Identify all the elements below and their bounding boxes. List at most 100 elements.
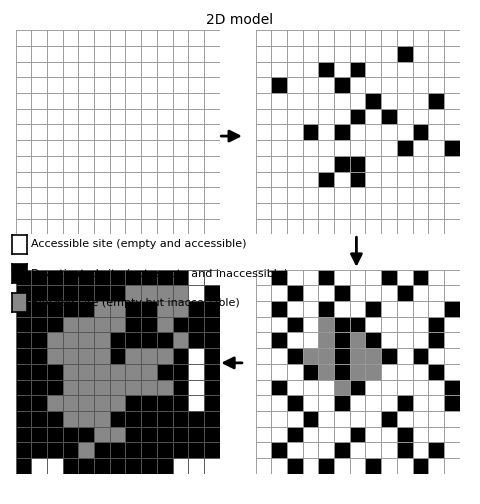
Bar — [412, 140, 428, 156]
Bar — [287, 411, 303, 427]
Bar — [271, 77, 287, 93]
Bar — [172, 427, 188, 443]
Bar — [31, 171, 47, 187]
Bar — [15, 140, 31, 156]
Bar — [412, 301, 428, 317]
Bar — [255, 140, 271, 156]
Bar — [412, 171, 428, 187]
Bar — [412, 443, 428, 458]
Bar — [381, 380, 397, 395]
Bar — [94, 285, 110, 301]
Bar — [157, 30, 172, 46]
Bar — [365, 364, 381, 380]
Bar — [365, 109, 381, 124]
Bar — [141, 285, 157, 301]
Bar — [287, 443, 303, 458]
Bar — [188, 140, 204, 156]
Bar — [47, 109, 63, 124]
Bar — [157, 203, 172, 219]
Bar — [365, 171, 381, 187]
Bar — [255, 171, 271, 187]
Bar — [204, 109, 220, 124]
Bar — [381, 348, 397, 364]
Bar — [255, 443, 271, 458]
Bar — [428, 443, 444, 458]
Bar — [110, 61, 125, 77]
Bar — [157, 458, 172, 474]
Bar — [255, 203, 271, 219]
Bar — [15, 219, 31, 234]
Bar — [271, 171, 287, 187]
Bar — [141, 124, 157, 140]
Bar — [94, 203, 110, 219]
Bar — [444, 380, 460, 395]
Bar — [15, 30, 31, 46]
Bar — [47, 285, 63, 301]
Bar — [334, 124, 350, 140]
Bar — [188, 364, 204, 380]
Bar — [31, 77, 47, 93]
Bar — [125, 364, 141, 380]
Bar — [204, 348, 220, 364]
Bar — [63, 364, 78, 380]
Bar — [188, 30, 204, 46]
Bar — [172, 285, 188, 301]
Bar — [141, 46, 157, 61]
Bar — [15, 301, 31, 317]
Bar — [428, 317, 444, 333]
Bar — [334, 395, 350, 411]
Bar — [303, 46, 318, 61]
Bar — [125, 77, 141, 93]
Bar — [397, 171, 412, 187]
Bar — [63, 187, 78, 203]
Bar — [204, 187, 220, 203]
Bar — [255, 156, 271, 171]
Bar — [31, 270, 47, 285]
Bar — [365, 140, 381, 156]
Bar — [255, 46, 271, 61]
Bar — [350, 61, 365, 77]
Bar — [444, 109, 460, 124]
Bar — [63, 140, 78, 156]
Bar — [381, 427, 397, 443]
Bar — [204, 395, 220, 411]
Bar — [188, 187, 204, 203]
Bar — [303, 364, 318, 380]
Bar — [188, 46, 204, 61]
Bar — [397, 140, 412, 156]
Bar — [141, 156, 157, 171]
Bar — [188, 219, 204, 234]
Bar — [412, 333, 428, 348]
Bar — [78, 301, 94, 317]
Bar — [63, 171, 78, 187]
Bar — [141, 77, 157, 93]
Bar — [255, 270, 271, 285]
Bar — [318, 411, 334, 427]
Bar — [318, 443, 334, 458]
Bar — [350, 77, 365, 93]
Bar — [303, 124, 318, 140]
Bar — [188, 270, 204, 285]
Bar — [271, 46, 287, 61]
Bar — [381, 140, 397, 156]
Bar — [287, 171, 303, 187]
Bar — [303, 443, 318, 458]
Bar — [287, 333, 303, 348]
Bar — [397, 46, 412, 61]
Bar — [141, 380, 157, 395]
Bar — [47, 93, 63, 109]
Bar — [271, 140, 287, 156]
Bar — [444, 30, 460, 46]
Bar — [444, 124, 460, 140]
Bar — [397, 124, 412, 140]
Bar — [78, 156, 94, 171]
Bar — [428, 140, 444, 156]
Bar — [63, 348, 78, 364]
Bar — [397, 317, 412, 333]
Bar — [172, 203, 188, 219]
Bar — [397, 203, 412, 219]
Bar — [365, 411, 381, 427]
Bar — [47, 219, 63, 234]
Bar — [63, 443, 78, 458]
Bar — [47, 427, 63, 443]
